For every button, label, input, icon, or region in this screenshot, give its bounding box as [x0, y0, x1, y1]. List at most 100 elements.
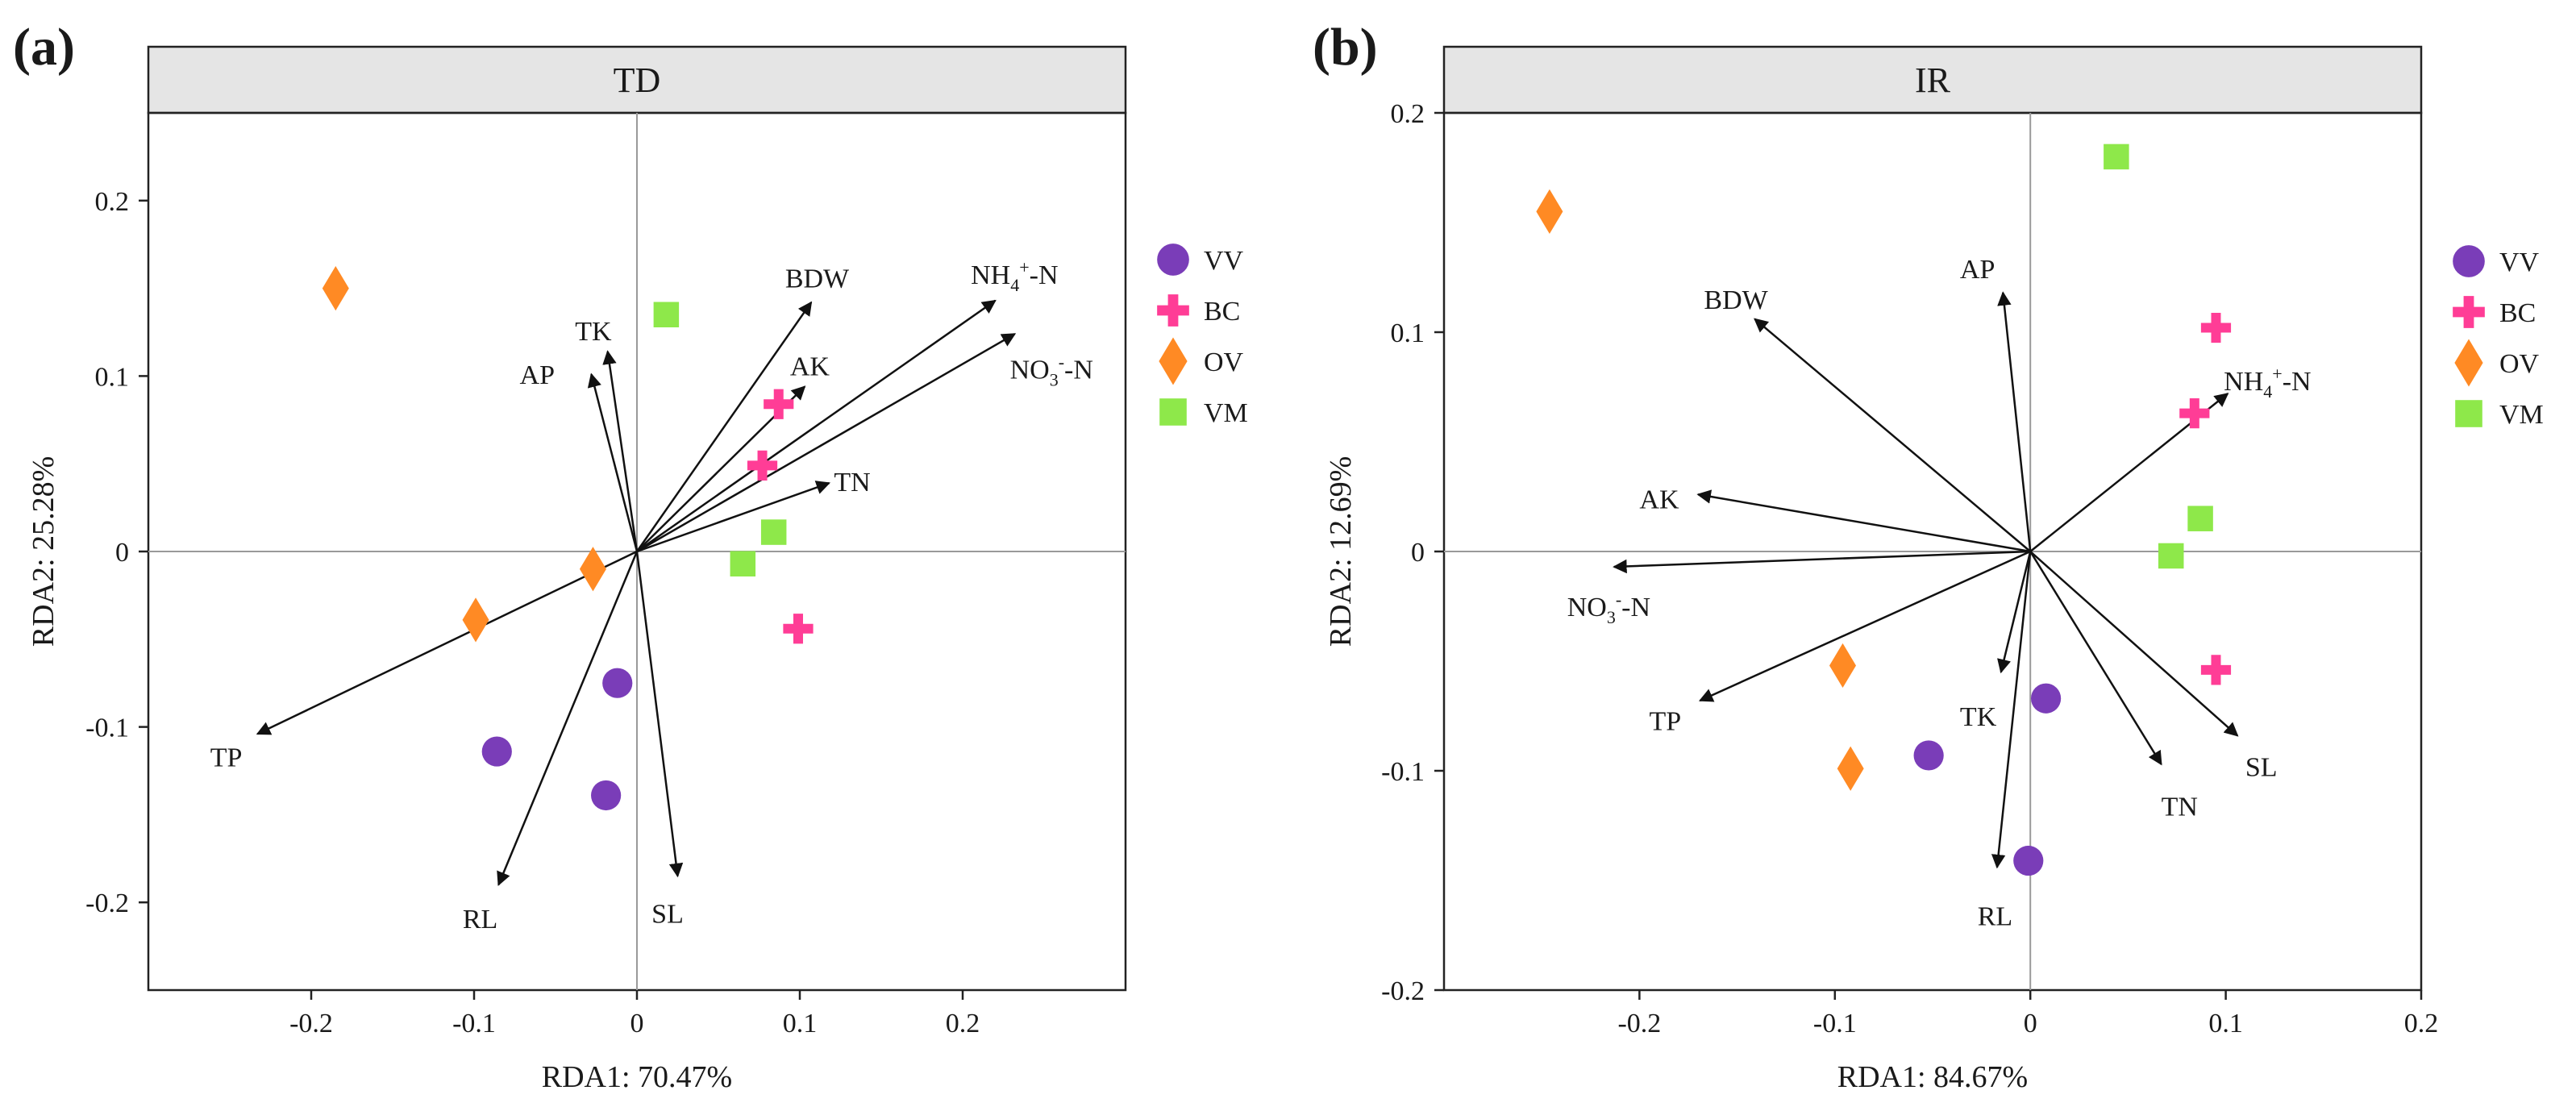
- point-vv: [591, 780, 622, 811]
- y-tick-label: 0: [1411, 538, 1425, 568]
- arrow-label-sl: SL: [651, 899, 684, 929]
- arrow-sl: [635, 551, 684, 878]
- arrow-tk: [1997, 551, 2032, 674]
- x-ticks-td: -0.2 -0.1 0 0.1 0.2: [289, 990, 980, 1038]
- panel-title-ir: IR: [1915, 60, 1951, 100]
- arrow-label-ap: AP: [520, 360, 555, 390]
- point-ov: [1837, 746, 1864, 791]
- point-vm: [653, 302, 680, 327]
- legend-marker-ov: [1159, 337, 1188, 385]
- legend-marker-vv: [1157, 243, 1189, 276]
- legend-label-bc: BC: [1204, 297, 1240, 327]
- arrow-tp: [256, 550, 638, 735]
- arrow-label-rl: RL: [463, 905, 497, 934]
- arrow-tn: [2029, 551, 2162, 766]
- y-tick-label: 0.1: [95, 362, 130, 392]
- arrow-label-no3-n: NO3--N: [1010, 352, 1093, 390]
- point-ov: [1536, 189, 1563, 234]
- arrow-bdw: [635, 301, 813, 552]
- x-tick-label: -0.1: [452, 1009, 496, 1038]
- legend-marker-vv: [2453, 245, 2485, 277]
- arrow-label-nh4-n: NH4+-N: [2224, 364, 2311, 402]
- y-tick-label: 0.2: [95, 187, 130, 217]
- panel-td: (a) TD -0.2 -0.1 0 0.1 0.2 -0.2 -0.1 0 0.1 0.2 N…: [13, 18, 1248, 1094]
- arrow-label-tn: TN: [2162, 793, 2198, 822]
- y-ticks-td: -0.2 -0.1 0 0.1 0.2: [85, 187, 148, 918]
- y-tick-label: 0.2: [1391, 99, 1425, 129]
- legend-label-vv: VV: [2499, 248, 2540, 277]
- point-ov: [322, 266, 349, 311]
- x-ticks-ir: -0.2 -0.1 0 0.1 0.2: [1617, 990, 2438, 1038]
- legend-marker-vm: [2455, 400, 2482, 427]
- arrow-rl: [1991, 551, 2032, 869]
- arrow-label-ak: AK: [1639, 485, 1679, 515]
- point-vm: [760, 519, 787, 545]
- arrow-tp: [1698, 550, 2031, 702]
- arrow-no3-n: [636, 333, 1017, 553]
- panel-ir: (b) IR -0.2 -0.1 0 0.1 0.2 -0.2 -0.1 0 0.1 0.2 A…: [1313, 18, 2544, 1094]
- legend-label-bc: BC: [2499, 298, 2536, 328]
- point-bc: [783, 614, 814, 644]
- legend-label-ov: OV: [1204, 347, 1244, 377]
- x-tick-label: 0.2: [2404, 1009, 2439, 1038]
- legend-label-vm: VM: [1204, 398, 1248, 428]
- arrow-ap: [1997, 291, 2032, 552]
- x-tick-label: 0.1: [2208, 1009, 2243, 1038]
- y-tick-label: 0.1: [1391, 318, 1425, 348]
- point-vm: [730, 551, 756, 576]
- strip-background-ir: [1442, 45, 2423, 114]
- arrow-sl: [2029, 551, 2239, 737]
- point-bc: [2179, 398, 2210, 429]
- y-axis-title-td: RDA2: 25.28%: [27, 456, 60, 647]
- x-axis-title-ir: RDA1: 84.67%: [1837, 1060, 2028, 1094]
- legend-label-vm: VM: [2499, 400, 2544, 430]
- arrow-label-tk: TK: [1960, 702, 1997, 732]
- arrow-label-tp: TP: [210, 743, 243, 773]
- point-bc: [747, 450, 778, 481]
- point-vv: [2013, 845, 2044, 876]
- x-tick-label: 0.2: [946, 1009, 980, 1038]
- point-ov: [1829, 643, 1856, 689]
- arrow-label-ak: AK: [790, 352, 830, 381]
- arrow-ak: [1696, 489, 2031, 553]
- point-vm: [2104, 144, 2129, 170]
- arrow-label-tp: TP: [1650, 706, 1682, 736]
- x-tick-label: 0: [2024, 1009, 2037, 1038]
- arrow-ap: [587, 372, 639, 552]
- arrows-td: NH4+-N NO3--N BDW AK TN TK AP TP RL SL: [210, 257, 1093, 934]
- legend-marker-bc: [2453, 296, 2485, 328]
- legend-ir: VV BC OV VM: [2453, 245, 2544, 430]
- point-vv: [602, 668, 633, 698]
- arrow-label-ap: AP: [1960, 255, 1995, 285]
- y-tick-label: -0.2: [1381, 976, 1425, 1006]
- point-bc: [2200, 655, 2232, 685]
- point-ov: [462, 597, 489, 643]
- strip-background-td: [147, 45, 1127, 114]
- arrows-ir: AP BDW NH4+-N AK NO3--N TP TK TN SL RL: [1567, 255, 2312, 931]
- panel-label-a: (a): [13, 18, 75, 77]
- point-ov: [579, 547, 606, 592]
- arrow-label-no3-n: NO3--N: [1567, 589, 1650, 627]
- point-vv: [1913, 740, 1944, 771]
- legend-label-ov: OV: [2499, 349, 2540, 379]
- arrow-tk: [602, 350, 639, 552]
- arrow-nh4-n: [636, 299, 997, 553]
- point-bc: [764, 389, 794, 419]
- arrow-label-sl: SL: [2245, 753, 2278, 783]
- y-tick-label: -0.1: [1381, 757, 1425, 787]
- x-tick-label: 0: [630, 1009, 644, 1038]
- points-td: [322, 266, 814, 811]
- legend-marker-bc: [1157, 294, 1189, 327]
- arrow-bdw: [1754, 318, 2032, 552]
- point-bc: [2200, 312, 2232, 343]
- arrow-label-tk: TK: [575, 317, 612, 347]
- arrow-no3-n: [1613, 550, 2031, 574]
- point-vv: [481, 736, 512, 767]
- y-tick-label: -0.1: [85, 714, 129, 743]
- point-vv: [2030, 683, 2062, 714]
- y-axis-title-ir: RDA2: 12.69%: [1324, 456, 1358, 647]
- arrow-label-nh4-n: NH4+-N: [971, 257, 1058, 295]
- arrow-label-tn: TN: [834, 468, 870, 497]
- x-tick-label: -0.1: [1813, 1009, 1857, 1038]
